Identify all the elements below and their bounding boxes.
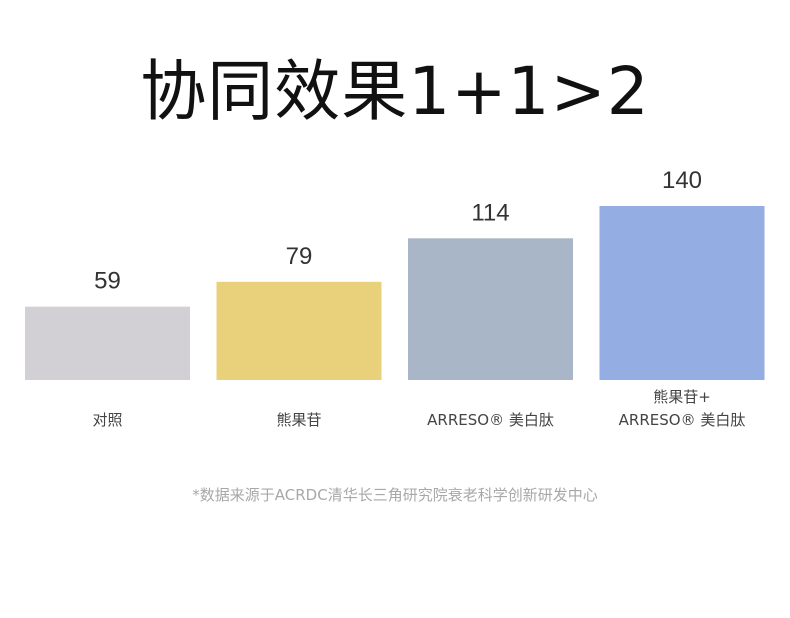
bar-3 bbox=[408, 238, 573, 380]
bar-value-label: 59 bbox=[94, 268, 121, 295]
data-source-note: *数据来源于ACRDC清华长三角研究院衰老科学创新研发中心 bbox=[192, 486, 598, 504]
category-label: ARRESO® 美白肽 bbox=[619, 411, 746, 429]
bar-4 bbox=[599, 206, 765, 380]
bar-value-label: 79 bbox=[286, 243, 313, 270]
chart-title: 协同效果1+1>2 bbox=[140, 53, 650, 130]
category-label: 对照 bbox=[92, 411, 122, 429]
category-label: 熊果苷+ bbox=[653, 388, 711, 406]
category-label: 熊果苷 bbox=[276, 411, 321, 429]
bar-value-label: 140 bbox=[662, 167, 702, 194]
bar-2 bbox=[216, 281, 382, 380]
bar-value-label: 114 bbox=[471, 199, 509, 226]
bar-1 bbox=[25, 306, 190, 380]
category-label: ARRESO® 美白肽 bbox=[427, 411, 554, 429]
